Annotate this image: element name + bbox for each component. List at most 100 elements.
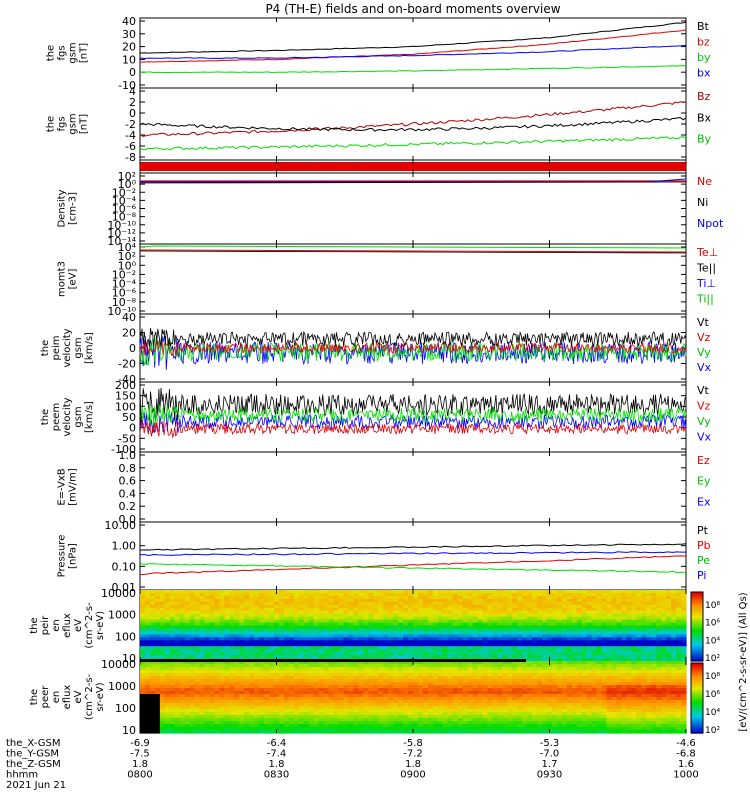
colorbar-cell (691, 621, 703, 624)
y-tick-label: 150 (115, 390, 136, 403)
colorbar-cell (691, 666, 703, 669)
colorbar-cell (691, 719, 703, 722)
pressure-line-3 (139, 563, 687, 574)
y-tick-label: 0 (129, 342, 136, 355)
colorbar-cell (691, 729, 703, 732)
legend-entry: Vt (697, 384, 710, 397)
colorbar-cell (691, 652, 703, 655)
y-axis-label: Pressure [nPa] (57, 535, 79, 578)
temp-ti-par (139, 245, 687, 249)
colorbar-cell (691, 682, 703, 685)
colorbar-cell (691, 673, 703, 676)
colorbar-tick: 10⁴ (705, 636, 720, 646)
svg-text:momt3: momt3 (57, 261, 68, 297)
y-tick-label: 1.00 (112, 540, 137, 553)
colorbar-cell (691, 708, 703, 711)
colorbar-cell (691, 626, 703, 629)
colorbar-cell (691, 694, 703, 697)
colorbar-cell (691, 595, 703, 598)
colorbar-cell (691, 602, 703, 605)
svg-text:gsm: gsm (73, 337, 84, 358)
temp-te-par (139, 250, 687, 254)
panel-6: 40 20 0 -20 -40 the peim velocity gsm [km/s] Vt Vz V… (40, 311, 712, 386)
y-tick-label: -2 (125, 118, 136, 131)
y-tick-label: 10⁻¹⁰ (107, 219, 136, 232)
y-tick-label: 0.6 (119, 475, 137, 488)
colorbar-cell (691, 698, 703, 701)
x-axis-row-label: 2021 Jun 21 (6, 780, 66, 791)
y-axis-label: the peem velocity gsm [km/s] (40, 397, 95, 436)
y-tick-label: 1000 (108, 609, 136, 622)
svg-text:peem: peem (51, 403, 62, 431)
colorbar-cell (691, 684, 703, 687)
colorbar-cell (691, 636, 703, 640)
y-tick-label: 10⁻¹² (107, 227, 136, 240)
y-tick-label: 0 (129, 422, 136, 435)
y-tick-label: -8 (125, 151, 136, 164)
y-tick-label: 0 (129, 66, 136, 79)
y-tick-label: 10² (118, 170, 136, 183)
y-tick-label: 10⁻⁶ (112, 203, 137, 216)
colorbar-cell (691, 724, 703, 727)
x-tick-label: 1.7 (542, 759, 558, 770)
legend-entry: Ti|| (696, 293, 714, 306)
svg-text:gsm: gsm (68, 42, 79, 63)
panel6-trace-3 (139, 327, 687, 348)
svg-text:the: the (40, 340, 51, 356)
y-tick-label: 10⁻² (112, 186, 136, 199)
y-tick-label: 40 (122, 311, 136, 324)
colorbar-cell (691, 701, 703, 704)
svg-text:E=-VxB: E=-VxB (57, 468, 68, 505)
series-line-bz (139, 29, 687, 63)
colorbar-cell (691, 631, 703, 634)
y-tick-label: -50 (118, 432, 136, 445)
colorbar-tick: 10⁸ (705, 601, 720, 611)
svg-text:(cm^2-s-: (cm^2-s- (84, 673, 95, 720)
colorbar-cell (691, 619, 703, 622)
legend-entry: Vz (697, 400, 711, 413)
svg-text:the: the (29, 689, 40, 705)
colorbar-cell (691, 616, 703, 619)
panel6-trace-2 (139, 339, 687, 357)
y-tick-label: 10.00 (105, 519, 137, 532)
svg-text:the: the (29, 617, 40, 633)
legend-entry: Bt (697, 20, 710, 33)
x-tick-label: 1.8 (269, 759, 285, 770)
y-axis-label: the peir en eflux eV (cm^2-s-sr-eV) (29, 602, 106, 649)
colorbar-cell (691, 726, 703, 729)
svg-text:en: en (51, 619, 62, 632)
y-tick-label: 10⁻² (112, 268, 136, 281)
panel7-trace-0 (139, 411, 687, 434)
x-tick-label: -5.8 (403, 738, 423, 749)
colorbar-tick: 10⁸ (705, 672, 720, 682)
colorbar-cell (691, 592, 703, 595)
y-tick-label: 10000 (101, 587, 136, 600)
svg-text:fgs: fgs (57, 116, 68, 131)
y-tick-label: 10⁻⁸ (112, 211, 137, 224)
colorbar-cell (691, 642, 703, 645)
spectrogram-ion (140, 590, 687, 662)
panel7-trace-1 (139, 387, 687, 423)
x-axis-row-label: hhmm (6, 770, 38, 781)
x-axis-row-label: the_X-GSM (6, 738, 60, 749)
y-tick-label: 10⁻⁴ (112, 278, 137, 291)
y-tick-label: 0.2 (119, 500, 137, 513)
legend-entry: Bx (697, 111, 712, 124)
colorbar-cell (691, 689, 703, 692)
colorbar-cell (691, 597, 703, 600)
svg-text:Pressure: Pressure (57, 535, 68, 578)
legend-entry: Ne (697, 175, 712, 188)
legend-entry: Pe (697, 554, 710, 567)
svg-text:eflux: eflux (62, 613, 73, 638)
legend-entry: By (697, 133, 712, 146)
colorbar-tick: 10⁶ (705, 619, 720, 629)
x-tick-label: 0800 (127, 770, 152, 781)
y-tick-label: 0 (129, 107, 136, 120)
colorbar-cell (691, 617, 703, 621)
panel-9: 10.00 1.00 0.10 0.01 Pressure [nPa] Pt Pb Pe Pi (57, 519, 711, 594)
x-axis-row-label: the_Y-GSM (6, 749, 59, 760)
colorbar-cell (691, 727, 703, 731)
legend-entry: bx (697, 67, 711, 80)
colorbar-cell (691, 623, 703, 626)
